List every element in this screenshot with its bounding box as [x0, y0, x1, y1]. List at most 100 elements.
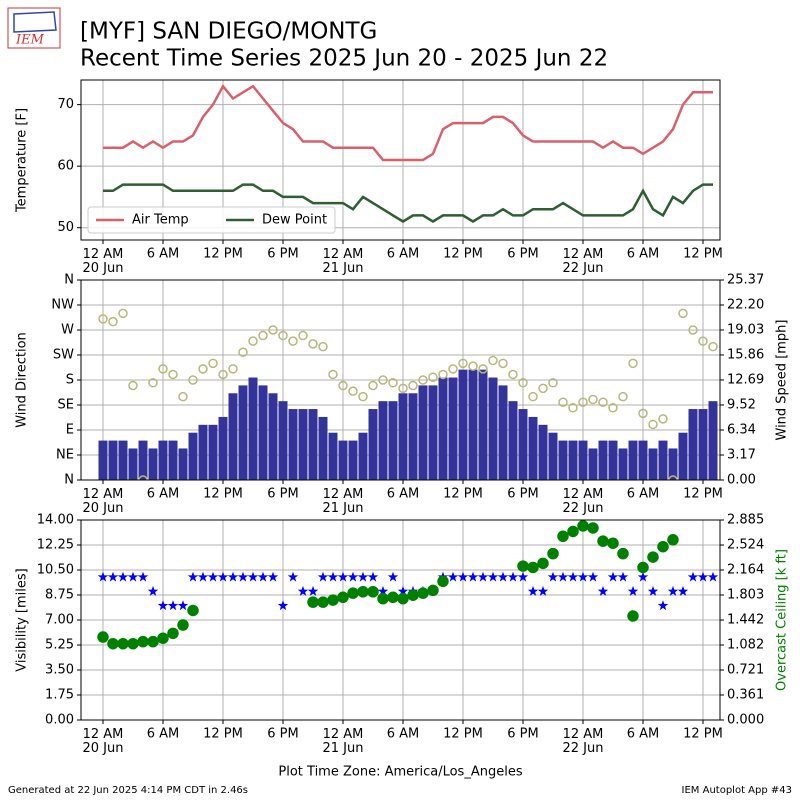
bar [648, 448, 658, 480]
logo-text: IEM [15, 33, 45, 48]
point [688, 325, 698, 335]
star [267, 571, 279, 582]
point [367, 586, 379, 598]
point [218, 369, 228, 380]
star [567, 571, 579, 582]
logo: IEM [7, 7, 61, 49]
star [207, 571, 219, 582]
y-axis-label: Temperature [F] [15, 108, 30, 213]
bar [688, 409, 698, 480]
star [637, 571, 649, 582]
bar [448, 377, 458, 480]
x-tick-label: 12 PM [203, 727, 243, 742]
point [577, 520, 589, 532]
point [527, 561, 539, 574]
point [607, 537, 619, 549]
y-tick-label: 1.75 [45, 688, 74, 703]
bar [208, 424, 218, 480]
star [377, 585, 389, 596]
panel: 12 AM 20 Jun 6 AM 12 PM 6 PM 12 AM 21 Jun 6 AM 1… [15, 79, 723, 276]
y2-tick-label: 2.885 [727, 513, 764, 528]
point [478, 364, 488, 374]
star [497, 571, 509, 582]
point [98, 314, 108, 324]
point [377, 592, 389, 605]
y2-tick-label: 15.86 [727, 347, 764, 362]
star [327, 571, 339, 582]
star [247, 571, 259, 582]
panel: 12 AM 20 Jun 6 AM 12 PM 6 PM 12 AM 21 Jun 6 AM 1… [15, 273, 790, 516]
point [348, 386, 358, 396]
point [368, 380, 378, 391]
point [128, 380, 138, 391]
point [517, 560, 529, 572]
point [438, 369, 448, 380]
bar [608, 440, 618, 480]
star [167, 600, 179, 611]
star [227, 571, 239, 582]
point [537, 557, 549, 570]
point [588, 394, 598, 405]
point [708, 341, 718, 352]
x-tick-label: 12 AM 22 Jun [563, 487, 604, 516]
bar [248, 377, 258, 480]
point [328, 369, 338, 380]
star [587, 571, 599, 582]
point [567, 525, 579, 538]
star [197, 571, 209, 582]
y-tick-label: N [64, 273, 74, 288]
plot-area [98, 308, 718, 480]
bar [518, 409, 528, 480]
point [168, 369, 178, 380]
point [458, 358, 468, 369]
star [527, 585, 539, 596]
point [307, 596, 319, 608]
bar [278, 401, 288, 480]
point [547, 547, 559, 560]
point [198, 364, 208, 374]
y2-axis-label: Wind Speed [mph] [775, 320, 790, 441]
point [698, 336, 708, 346]
point [407, 589, 419, 601]
bar [368, 409, 378, 480]
bar [638, 440, 648, 480]
bar [288, 409, 298, 480]
x-tick-label: 12 PM [443, 247, 483, 262]
x-tick-label: 6 AM [147, 487, 180, 502]
plot-area [97, 520, 719, 650]
bar [228, 393, 238, 480]
bar [438, 377, 448, 480]
bar [658, 440, 668, 480]
point [158, 364, 168, 374]
bar [508, 401, 518, 480]
bar [348, 440, 358, 480]
point [408, 380, 418, 391]
point [188, 375, 198, 385]
star [677, 585, 689, 596]
x-tick-label: 6 AM [627, 727, 660, 742]
y2-tick-label: 0.00 [727, 473, 756, 488]
point [617, 547, 629, 560]
plot-area [103, 83, 713, 223]
x-tick-label: 6 AM [627, 487, 660, 502]
point [597, 535, 609, 547]
point [428, 372, 438, 382]
y-tick-label: 12.25 [37, 538, 74, 553]
bar [218, 416, 228, 480]
point [108, 316, 118, 327]
x-tick-label: 12 PM [203, 247, 243, 262]
star [277, 600, 289, 611]
star [137, 571, 149, 582]
bar [148, 448, 158, 480]
bar [138, 440, 148, 480]
point [548, 378, 558, 388]
point [647, 551, 659, 563]
bar [238, 385, 248, 480]
point [498, 358, 508, 369]
point [148, 378, 158, 388]
bar [568, 440, 578, 480]
x-tick-label: 6 PM [507, 727, 538, 742]
x-tick-label: 6 AM [387, 247, 420, 262]
bar [298, 409, 308, 480]
x-tick-label: 12 AM 21 Jun [323, 487, 364, 516]
